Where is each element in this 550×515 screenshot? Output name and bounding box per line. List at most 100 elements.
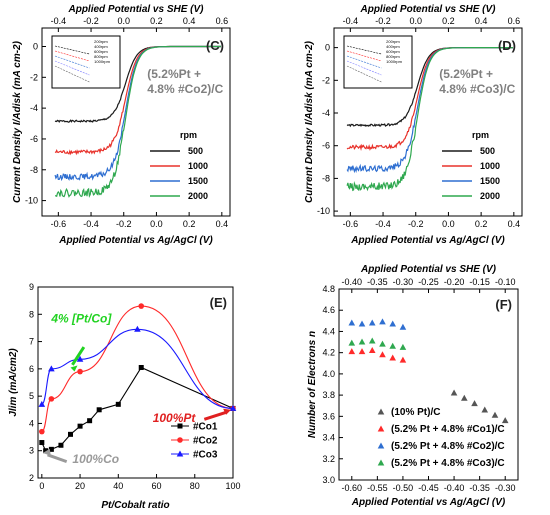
panel-e-point (87, 418, 93, 424)
panel-c-inset-legend: 600rpm (94, 49, 108, 54)
panel-c-x2tick-label: 0.2 (150, 16, 163, 26)
panel-f-point (348, 348, 356, 355)
panel-f-xtick-label: -0.35 (469, 483, 490, 493)
panel-d-annotation: 4.8% #Co3)/C (439, 82, 515, 96)
panel-e-legend-marker (176, 450, 184, 457)
panel-c-xlabel: Applied Potential vs Ag/AgCl (V) (58, 235, 213, 246)
panel-c-inset-legend: 200rpm (94, 39, 108, 44)
panel-f-point (379, 318, 386, 325)
panel-c: -0.6 -0.4 -0.2 0.0 0.2 0.4 -0.4 -0.2 0.0 0.2 0.4 0.… (12, 4, 231, 246)
panel-c-inset-legend: 800rpm (94, 54, 108, 59)
panel-f-point (399, 323, 407, 330)
panel-d-inset-line (346, 50, 382, 62)
panel-f-ytick-label: 3.0 (322, 475, 335, 485)
panel-f-legend-label: (5.2% Pt + 4.8% #Co3)/C (391, 458, 505, 469)
panel-c-ylabel: Current Density I/Adisk (mA cm-2) (12, 40, 23, 203)
panel-c-legend-label: 1500 (188, 176, 208, 186)
panel-e-point (138, 303, 145, 309)
panel-f-ytick-label: 4.6 (322, 305, 335, 315)
panel-f-point (399, 343, 407, 350)
panel-c-xtick-label: 0.4 (216, 219, 229, 229)
panel-c-ytick-label: -10 (25, 196, 38, 206)
panel-e-xtick-label: 60 (152, 481, 162, 491)
panel-f-point (348, 319, 356, 326)
panel-f-xtick-label: -0.40 (444, 483, 465, 493)
panel-c-label: (C) (206, 38, 224, 53)
panel-d-legend-label: 500 (480, 146, 495, 156)
panel-e-annotation-co: 100%Co (72, 452, 119, 466)
panel-d: -0.6 -0.4 -0.2 0.0 0.2 0.4 -0.4 -0.2 0.0 0.2 0.4 0.… (304, 4, 523, 246)
panel-f-x2tick-label: -0.30 (393, 277, 414, 287)
panel-c-ytick-label: -4 (30, 103, 38, 113)
panel-e-xlabel: Pt/Cobalt ratio (101, 500, 169, 511)
panel-e-ytick-label: 2 (29, 473, 34, 483)
panel-d-inset-legend: 200rpm (386, 39, 400, 44)
panel-c-inset-line (54, 55, 90, 69)
panel-f-ytick-label: 4.0 (322, 369, 335, 379)
panel-e-ytick-label: 9 (29, 282, 34, 292)
panel-f-point (461, 394, 468, 401)
panel-f-point (491, 411, 499, 418)
panel-c-annotation: (5.2%Pt + (147, 67, 201, 81)
panel-f-point (471, 400, 478, 407)
panel-e-legend-marker (177, 423, 183, 429)
panel-e-point (138, 364, 144, 370)
panel-d-inset-legend: 1000rpm (386, 59, 402, 64)
panel-f-point (358, 338, 366, 345)
panel-e-point (77, 368, 83, 375)
panel-e-point (76, 355, 84, 362)
panel-d-ylabel: Current Density I/Adisk (mA cm-2) (304, 40, 315, 203)
panel-d-ytick-label: -8 (322, 173, 330, 183)
panel-f-legend-marker (377, 425, 385, 432)
panel-d-x2label: Applied Potential vs SHE (V) (359, 4, 496, 15)
panel-d-xtick-label: 0.0 (442, 219, 455, 229)
panel-e-legend-label: #Co1 (193, 422, 218, 433)
panel-d-x2tick-label: 0.6 (508, 16, 521, 26)
panel-f-point (379, 340, 386, 347)
panel-e-label: (E) (210, 295, 227, 310)
panel-f-x2tick-label: -0.20 (444, 277, 465, 287)
panel-f-x2label: Applied Potential vs SHE (V) (360, 264, 497, 275)
panel-c-xtick-label: 0.2 (183, 219, 196, 229)
panel-f-legend-marker (377, 442, 385, 449)
panel-f-xlabel: Applied Potential vs Ag/AgCl (V) (351, 497, 506, 508)
panel-f-point (348, 339, 356, 346)
panel-e-point (115, 401, 121, 407)
panel-e-xtick-label: 100 (225, 481, 240, 491)
panel-c-x2tick-label: 0.4 (183, 16, 196, 26)
panel-e-xtick-label: 40 (113, 481, 123, 491)
panel-c-xtick-label: -0.6 (51, 219, 67, 229)
panel-f-point (481, 406, 489, 413)
panel-c-inset-legend: 1000rpm (94, 59, 110, 64)
panel-c-inset-frame (51, 35, 121, 89)
panel-f-ytick-label: 3.6 (322, 411, 335, 421)
panel-c-xtick-label: -0.4 (83, 219, 99, 229)
panel-d-x2tick-label: -0.2 (375, 16, 391, 26)
panel-d-inset-line (346, 45, 382, 55)
panel-d-ytick-label: -2 (322, 75, 330, 85)
panel-e-point (48, 446, 54, 452)
panel-f-point (501, 417, 509, 424)
panel-e-ytick-label: 5 (29, 391, 34, 401)
panel-e-line-Co3 (41, 328, 234, 409)
panel-e-xtick-label: 80 (190, 481, 200, 491)
panel-c-x2tick-label: 0.6 (216, 16, 229, 26)
panel-d-xtick-label: 0.4 (508, 219, 521, 229)
panel-c-legend-label: 2000 (188, 191, 208, 201)
panel-c-legend-title: rpm (180, 130, 197, 140)
panel-e-annotation-ptco: 4% [Pt/Co] (50, 311, 112, 325)
panel-e-arrowhead-pt (223, 408, 232, 415)
panel-c-legend-label: 500 (188, 146, 203, 156)
panel-c-ytick-label: -6 (30, 134, 38, 144)
panel-f-point (368, 319, 376, 326)
panel-d-ytick-label: 0 (325, 43, 330, 53)
panel-e-ytick-label: 7 (29, 337, 34, 347)
panel-e-arrow-ptco (71, 346, 86, 366)
panel-f-label: (F) (495, 297, 512, 312)
panel-e-point (39, 440, 45, 446)
panel-c-inset-line (54, 60, 90, 76)
panel-f-x2tick-label: -0.40 (342, 277, 363, 287)
panel-f-ytick-label: 4.8 (322, 284, 335, 294)
